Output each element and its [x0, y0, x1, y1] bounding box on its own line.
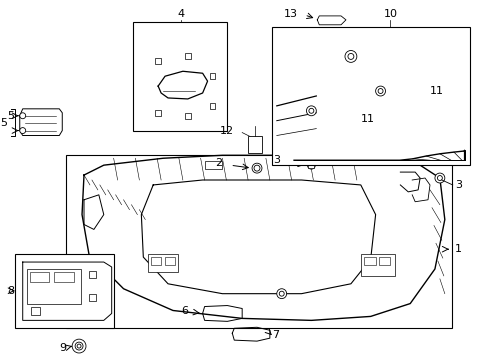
Bar: [54, 272, 74, 282]
Circle shape: [348, 54, 354, 59]
Bar: [361, 254, 395, 276]
Circle shape: [72, 339, 86, 353]
Circle shape: [435, 173, 445, 183]
Circle shape: [376, 86, 386, 96]
Bar: [66, 155, 452, 328]
Circle shape: [20, 113, 25, 119]
Circle shape: [378, 89, 383, 94]
Circle shape: [77, 344, 81, 348]
Circle shape: [309, 108, 314, 113]
Circle shape: [277, 289, 287, 299]
Bar: [89, 294, 96, 301]
Text: 10: 10: [384, 9, 397, 19]
Bar: [29, 272, 49, 282]
Circle shape: [75, 342, 83, 350]
Text: 11: 11: [361, 114, 375, 124]
Text: 7: 7: [272, 330, 279, 340]
Text: 4: 4: [177, 9, 184, 19]
Bar: [210, 73, 216, 79]
Bar: [210, 103, 216, 109]
Bar: [185, 113, 191, 119]
Bar: [165, 257, 175, 265]
Text: 6: 6: [181, 306, 188, 316]
Circle shape: [306, 106, 317, 116]
Bar: [248, 135, 262, 153]
Circle shape: [20, 127, 25, 134]
Text: 11: 11: [430, 86, 444, 96]
Bar: [155, 58, 161, 64]
Circle shape: [279, 291, 284, 296]
Bar: [205, 161, 222, 169]
Bar: [133, 22, 227, 131]
Bar: [148, 254, 178, 272]
Bar: [26, 269, 81, 303]
Text: 13: 13: [284, 9, 297, 19]
Circle shape: [307, 161, 316, 169]
Bar: [185, 54, 191, 59]
Bar: [155, 110, 161, 116]
Text: 3: 3: [455, 180, 462, 190]
Text: 8: 8: [7, 286, 14, 296]
Bar: [151, 257, 161, 265]
Bar: [308, 162, 315, 168]
Text: 3: 3: [273, 155, 280, 165]
Text: 12: 12: [220, 126, 234, 136]
Circle shape: [345, 50, 357, 62]
Bar: [272, 27, 469, 165]
Circle shape: [252, 163, 262, 173]
Text: 5: 5: [0, 118, 7, 128]
Circle shape: [254, 165, 260, 171]
Bar: [89, 271, 96, 278]
Circle shape: [438, 176, 442, 180]
Bar: [364, 257, 376, 265]
Bar: [379, 257, 391, 265]
Text: 1: 1: [455, 244, 462, 254]
Text: 5: 5: [7, 111, 14, 121]
Text: 2: 2: [215, 158, 222, 168]
Bar: [15, 254, 114, 328]
Text: 9: 9: [59, 343, 66, 353]
Bar: [31, 306, 40, 315]
